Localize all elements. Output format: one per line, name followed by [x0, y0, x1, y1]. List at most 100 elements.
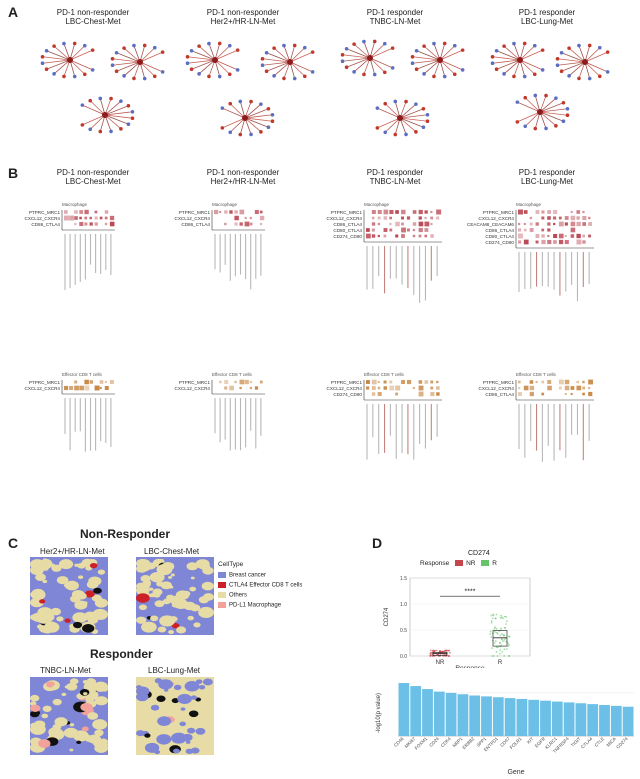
dotplot-dot: [389, 228, 393, 232]
network-node: [382, 41, 387, 46]
network-node: [52, 72, 56, 76]
network-node: [540, 68, 545, 72]
map-patch: [84, 590, 95, 598]
map-patch: [83, 692, 88, 696]
dotplot-dot: [239, 386, 242, 390]
dotplot-dot: [74, 216, 78, 220]
box-point: [499, 642, 501, 644]
dotplot-dot: [523, 385, 529, 391]
network-edge: [399, 117, 424, 128]
network-node: [561, 100, 566, 105]
map-patch: [29, 710, 40, 718]
network-edge: [89, 100, 106, 116]
map-patch: [89, 562, 98, 569]
network-fan: [515, 93, 570, 131]
network-node: [559, 50, 564, 55]
network-edge: [262, 58, 291, 63]
y-tick-label: 0.5: [400, 628, 407, 634]
dotplot-dot: [383, 216, 388, 220]
network-node: [452, 72, 457, 77]
legend-swatch: [218, 572, 226, 578]
map-patch: [202, 678, 213, 686]
network-node: [197, 72, 201, 76]
map-patch: [201, 581, 214, 591]
map-patch: [149, 571, 165, 583]
dotplot-dot: [389, 216, 392, 220]
network-node: [597, 74, 602, 79]
x-tick-label: TIGIT: [570, 736, 582, 748]
dotplot-dot: [582, 215, 587, 221]
map-patch: [73, 621, 83, 629]
network-edge: [584, 61, 601, 77]
dotplot-dot: [84, 209, 89, 215]
bar: [504, 698, 516, 736]
dotplot-dot: [529, 228, 534, 232]
network-edge: [423, 59, 441, 75]
dotplot-dot: [371, 222, 376, 226]
map-patch: [136, 686, 150, 696]
dotplot-row-label: CXCL12_CXCR4: [327, 386, 363, 391]
dotplot-dot: [541, 210, 545, 214]
box-point: [503, 634, 506, 637]
x-tick-label: CD274: [615, 736, 629, 750]
dotplot-dot: [401, 209, 406, 215]
map-patch: [64, 618, 71, 623]
network-node: [340, 59, 345, 64]
box-point: [496, 655, 499, 657]
map-patch: [94, 598, 108, 608]
network-edge: [384, 103, 401, 119]
map-patch: [30, 704, 41, 712]
network-node: [432, 41, 436, 46]
dotplot-dot: [104, 210, 109, 214]
network-edge: [492, 59, 521, 64]
dotplot-dot: [518, 386, 521, 390]
network-node: [372, 72, 377, 77]
dotplot-dot: [84, 222, 88, 226]
bar: [422, 689, 433, 736]
dotplot-dot: [259, 210, 263, 214]
box-point: [429, 654, 432, 657]
legend-title: CellType: [218, 561, 244, 568]
dotplot-dot: [395, 385, 401, 391]
dotplot-dot: [582, 222, 587, 226]
map-patch: [173, 684, 182, 691]
x-tick-label: CD24: [428, 736, 440, 748]
dotplot-row-label: PTPRC_MRC1: [331, 380, 363, 385]
map-patch: [93, 587, 102, 594]
network-edge: [69, 49, 93, 61]
network-node: [185, 54, 190, 59]
dotplot-dot: [389, 222, 392, 226]
network-node: [228, 130, 233, 135]
network-edge: [214, 59, 238, 71]
network-node: [567, 74, 571, 78]
network-node: [340, 52, 345, 57]
dotplot-row-label: PTPRC_MRC1: [483, 210, 515, 215]
dotplot-row-label: PTPRC_MRC1: [483, 380, 515, 385]
dotplot-dot: [94, 385, 100, 391]
box-point: [507, 642, 509, 644]
box-point: [505, 640, 508, 643]
dotplot-dot: [239, 379, 245, 385]
network-node: [189, 48, 194, 53]
bar: [516, 698, 528, 736]
legend-others: Others: [218, 592, 247, 599]
dotplot-dot: [371, 386, 376, 390]
network-edge: [557, 58, 586, 63]
box-point: [494, 617, 497, 620]
dotplot-dot: [418, 227, 423, 233]
dotplot-title: Macrophage: [516, 202, 542, 207]
dotplot-dot: [244, 216, 247, 220]
box-point: [493, 642, 496, 644]
network-edge: [399, 108, 424, 119]
map-patch: [152, 588, 163, 596]
dotplot-dot: [547, 380, 552, 384]
dotplot-dot: [94, 216, 98, 220]
legend-swatch: [218, 602, 226, 608]
group-line2: Her2+/HR-LN-Met: [210, 17, 276, 26]
network-node: [421, 125, 426, 130]
dotplot-dot: [371, 234, 376, 238]
map-label-2: LBC-Chest-Met: [144, 547, 200, 556]
network-edge: [187, 56, 216, 61]
map-patch: [177, 693, 192, 705]
network-edge: [561, 61, 586, 72]
